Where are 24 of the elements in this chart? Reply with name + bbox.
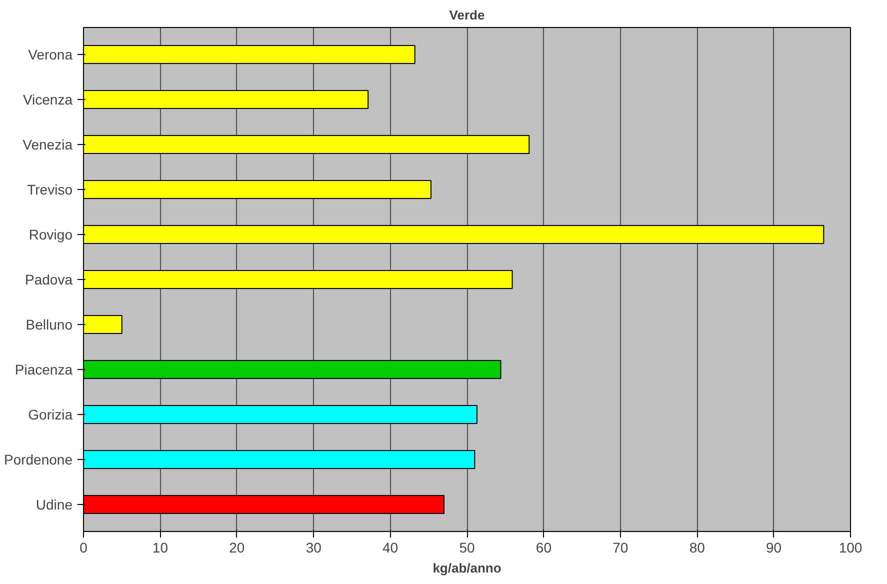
x-tick-label: 80 bbox=[689, 540, 706, 556]
x-tick-label: 40 bbox=[382, 540, 398, 556]
y-tick-label: Padova bbox=[25, 272, 73, 288]
x-tick-label: 50 bbox=[459, 540, 475, 556]
y-tick-label: Rovigo bbox=[28, 226, 73, 242]
y-tick-label: Gorizia bbox=[28, 406, 73, 422]
y-tick-label: Udine bbox=[36, 496, 73, 512]
x-tick-label: 20 bbox=[229, 540, 245, 556]
y-tick-label: Piacenza bbox=[14, 362, 73, 378]
y-tick-label: Pordenone bbox=[4, 452, 73, 468]
y-tick-label: Belluno bbox=[26, 316, 73, 332]
y-tick-label: Vicenza bbox=[22, 92, 73, 108]
x-tick-label: 0 bbox=[80, 540, 88, 556]
x-axis-title: kg/ab/anno bbox=[432, 560, 502, 576]
x-tick-label: 70 bbox=[612, 540, 628, 556]
x-tick-label: 100 bbox=[838, 540, 862, 556]
y-tick-label: Venezia bbox=[22, 136, 73, 152]
x-tick-label: 60 bbox=[536, 540, 552, 556]
x-tick-label: 90 bbox=[766, 540, 782, 556]
y-tick-label: Treviso bbox=[27, 182, 73, 198]
x-tick-label: 30 bbox=[306, 540, 322, 556]
x-tick-label: 10 bbox=[152, 540, 168, 556]
y-tick-label: Verona bbox=[28, 46, 73, 62]
chart-title: Verde bbox=[449, 8, 485, 22]
